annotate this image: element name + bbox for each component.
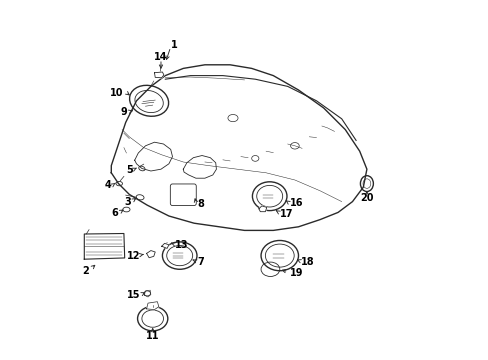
Text: 12: 12 [126,251,140,261]
Text: 10: 10 [110,88,123,98]
Text: 20: 20 [360,193,373,203]
Text: 11: 11 [145,330,159,341]
Text: 15: 15 [126,290,140,300]
Text: 3: 3 [124,197,131,207]
Text: 1: 1 [170,40,177,50]
Text: 18: 18 [301,257,314,267]
Text: 16: 16 [289,198,303,208]
Text: 8: 8 [197,199,204,210]
Text: 9: 9 [121,107,127,117]
Text: 14: 14 [154,52,167,62]
Polygon shape [154,72,163,78]
Text: 7: 7 [197,257,203,267]
Text: 19: 19 [289,268,303,278]
Text: 5: 5 [126,165,133,175]
Polygon shape [146,251,155,258]
Text: 4: 4 [104,180,111,190]
Text: 13: 13 [175,240,188,250]
Text: 2: 2 [82,266,89,276]
Polygon shape [162,243,168,248]
Polygon shape [258,206,266,212]
Text: 17: 17 [279,209,293,219]
Text: 6: 6 [111,208,118,218]
Polygon shape [146,302,159,310]
